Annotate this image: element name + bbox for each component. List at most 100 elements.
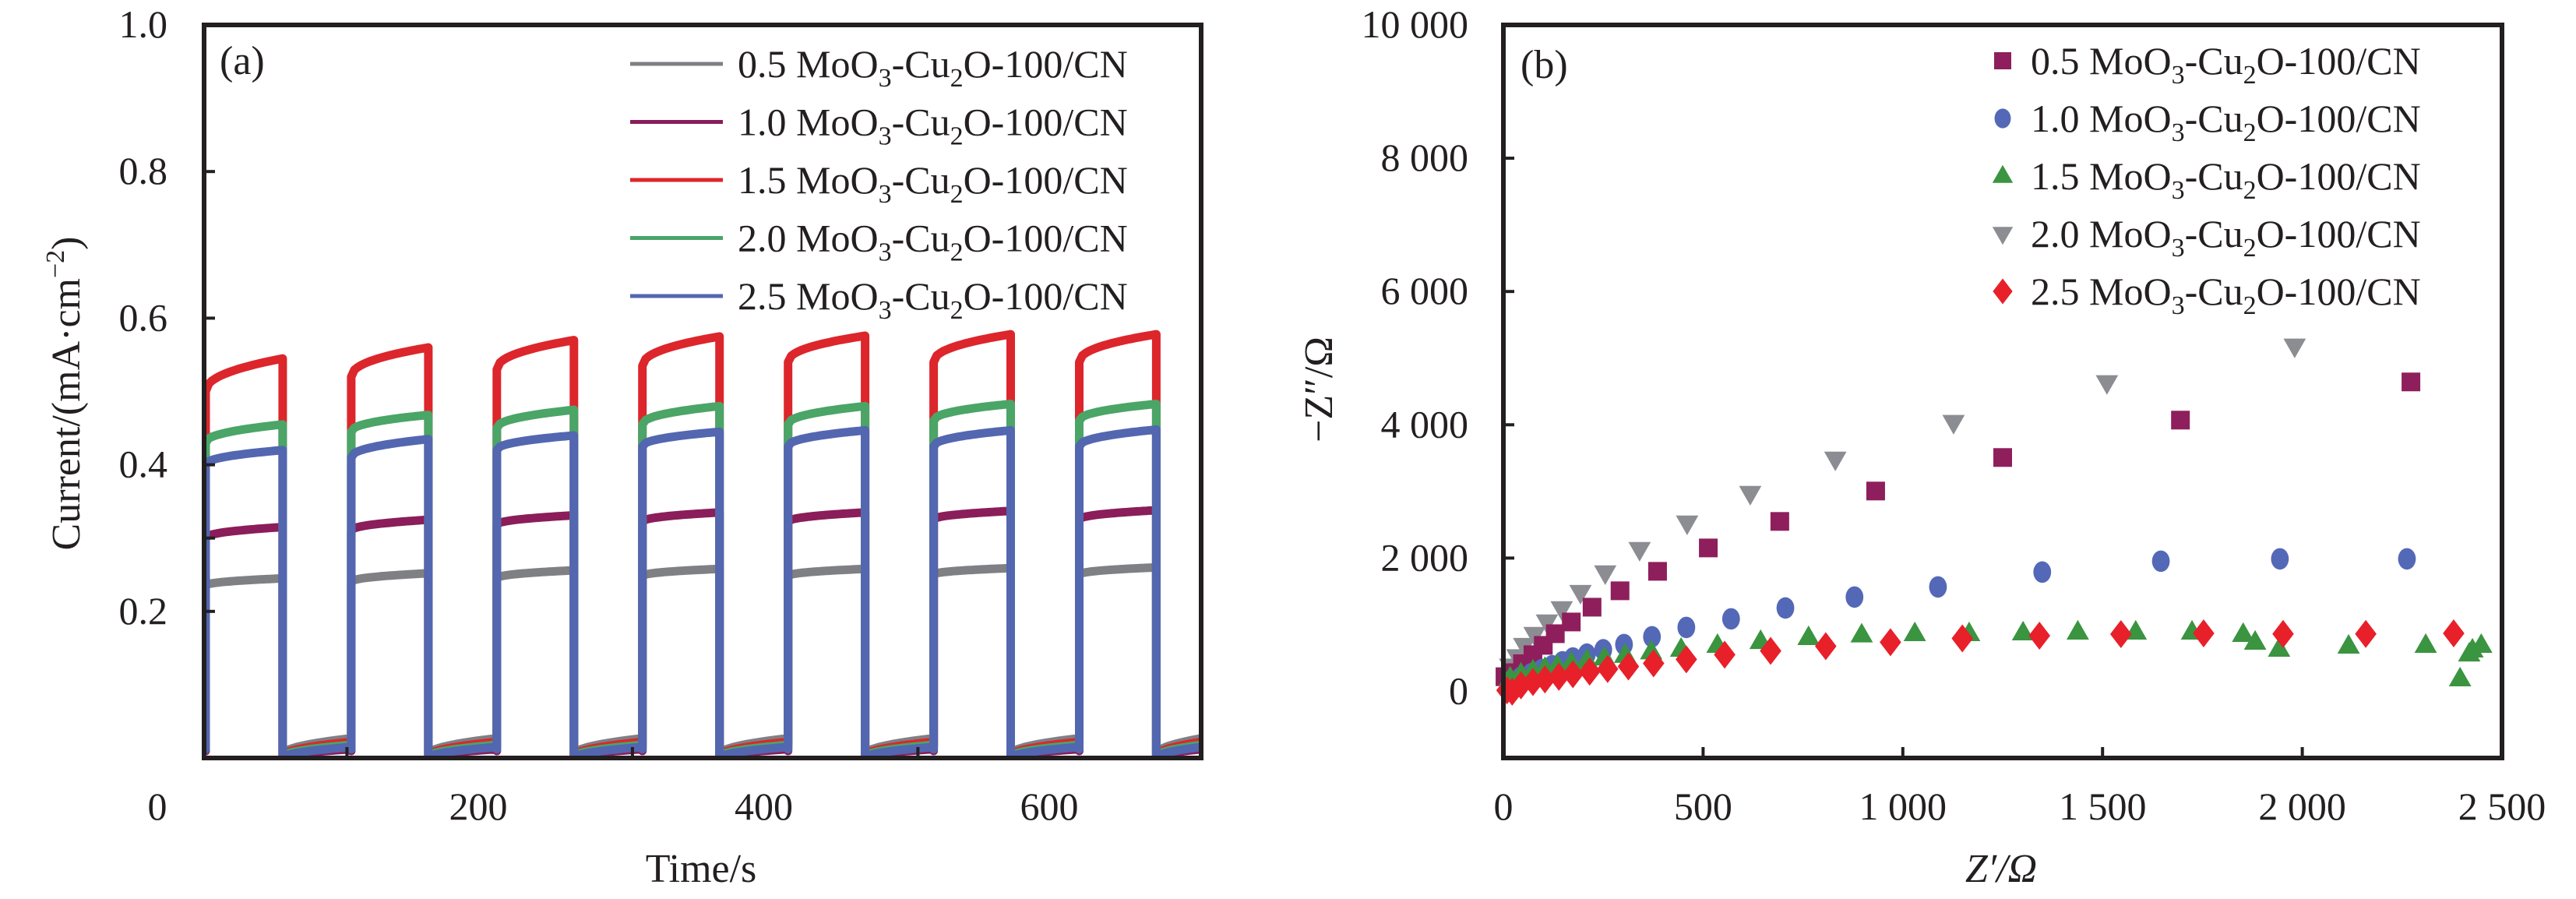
legend-text-part: -Cu [2185,270,2243,313]
data-point-diamond [2443,619,2465,648]
legend-text-part: 3 [2172,118,2185,147]
legend-text-part: 0.5 MoO [2031,39,2172,83]
data-point-diamond [1815,632,1837,661]
legend-text-part: O-100/CN [964,100,1128,144]
data-point-triangle-down [1550,601,1573,621]
legend-marker-square [1994,52,2011,69]
panel-b-tick-labels: 0 2 000 4 000 6 000 8 000 10 000 0 500 1 000 1 50… [1362,2,2546,828]
data-point-square [1545,624,1565,643]
data-point-diamond [1617,652,1640,681]
data-point-triangle-down [1824,451,1847,471]
legend-text-part: O-100/CN [2257,212,2421,256]
legend-text-part: 3 [2172,234,2185,263]
legend-text-part: 1.5 MoO [2031,154,2172,198]
panel-b-y-axis-title: −Z″/Ω [1297,337,1341,442]
legend-text-part: 2 [2243,61,2257,90]
legend-text-part: O-100/CN [2257,270,2421,313]
panel-b-plot-area [1496,338,2493,706]
y-title-sup: −2 [41,250,70,278]
data-point-triangle-up [2448,666,2472,687]
data-point-diamond [1714,640,1736,669]
data-point-triangle-down [1676,515,1699,535]
data-point-triangle-up [2011,620,2035,641]
data-point-square [1610,581,1630,601]
legend-text-part: 0.5 MoO [738,42,879,86]
legend-marker-circle [1994,108,2011,129]
legend-text-part: O-100/CN [2257,154,2421,198]
legend-text-part: 2 [2243,291,2257,320]
legend-text-part: 3 [2172,291,2185,320]
legend-text-part: 3 [879,180,892,209]
legend-text-part: O-100/CN [2257,97,2421,140]
x-tick-label: 2 000 [2258,784,2346,828]
legend-item: 1.5 MoO3-Cu2O-100/CN [630,158,1128,209]
legend-text-part: 2 [2243,176,2257,205]
legend-text-part: 2 [950,296,964,325]
data-point-circle [1721,608,1740,630]
legend-text-part: 3 [879,296,892,325]
legend-text-part: 3 [879,238,892,267]
legend-text-part: -Cu [892,100,950,144]
panel-a-frame [202,23,1203,760]
y-tick-label: 6 000 [1381,269,1469,312]
data-point-square [2402,372,2421,392]
legend-label: 1.5 MoO3-Cu2O-100/CN [2031,154,2421,205]
data-point-circle [1929,576,1947,598]
data-point-square [1699,538,1718,558]
legend-text-part: -Cu [892,158,950,202]
panel-a-tag: (a) [220,39,265,83]
legend-label: 0.5 MoO3-Cu2O-100/CN [738,42,1128,93]
panel-a-ticks [204,170,920,758]
legend-text-part: 2.0 MoO [2031,212,2172,256]
legend-text-part: 2 [950,180,964,209]
data-point-square [1647,562,1667,581]
legend-marker-triangle-up [1992,164,2014,183]
y-tick-label: 0.4 [119,442,168,486]
y-tick-label: 4 000 [1381,402,1469,446]
data-point-diamond [1562,660,1584,689]
legend-text-part: -Cu [892,274,950,318]
legend-label: 1.5 MoO3-Cu2O-100/CN [738,158,1128,209]
legend-label: 2.5 MoO3-Cu2O-100/CN [2031,270,2421,320]
data-point-triangle-up [2268,636,2291,657]
data-point-triangle-up [2243,629,2267,650]
data-point-square [2171,411,2190,430]
legend-text-part: 2 [2243,118,2257,147]
legend-item: 1.0 MoO3-Cu2O-100/CN [630,100,1128,151]
legend-text-part: 2.5 MoO [738,274,879,318]
legend-item: 2.0 MoO3-Cu2O-100/CN [1992,212,2421,263]
panel-b-x-axis-title: Z′/Ω [1965,847,2037,891]
legend-label: 1.0 MoO3-Cu2O-100/CN [2031,97,2421,147]
data-point-triangle-down [2283,338,2306,358]
panel-a-legend: 0.5 MoO3-Cu2O-100/CN1.0 MoO3-Cu2O-100/CN… [630,42,1128,325]
y-title-tail: ) [44,237,89,250]
legend-text-part: 2 [2243,234,2257,263]
legend-text-part: 2.5 MoO [2031,270,2172,313]
x-tick-label: 600 [1020,784,1079,828]
legend-item: 1.5 MoO3-Cu2O-100/CN [1992,154,2421,205]
data-point-triangle-down [1942,414,1965,435]
y-title-base: Current/(mA·cm [44,278,89,550]
y-tick-label: 1.0 [119,2,168,46]
legend-text-part: -Cu [2185,212,2243,256]
data-point-triangle-up [2067,619,2089,640]
data-point-circle [2033,561,2052,583]
legend-text-part: 1.0 MoO [738,100,879,144]
panel-b-frame [1501,23,2504,760]
panel-a-transient-photocurrent: 0.2 0.4 0.6 0.8 1.0 0 200 400 600 (a) Time/s Cur… [41,2,1203,891]
data-point-square [1582,598,1602,617]
series-line-2.5 [204,425,1201,758]
data-point-circle [1845,586,1864,608]
x-tick-label: 0 [1494,784,1514,828]
data-point-circle [2398,548,2416,570]
panel-b-tag: (b) [1521,43,1568,87]
y-tick-label: 2 000 [1381,535,1469,579]
legend-text-part: 3 [879,64,892,93]
legend-text-part: -Cu [2185,154,2243,198]
x-tick-label: 1 500 [2059,784,2147,828]
panel-a-x-axis-title: Time/s [646,847,757,891]
legend-text-part: O-100/CN [964,42,1128,86]
legend-item: 2.5 MoO3-Cu2O-100/CN [630,274,1128,325]
data-point-triangle-up [1903,621,1926,642]
